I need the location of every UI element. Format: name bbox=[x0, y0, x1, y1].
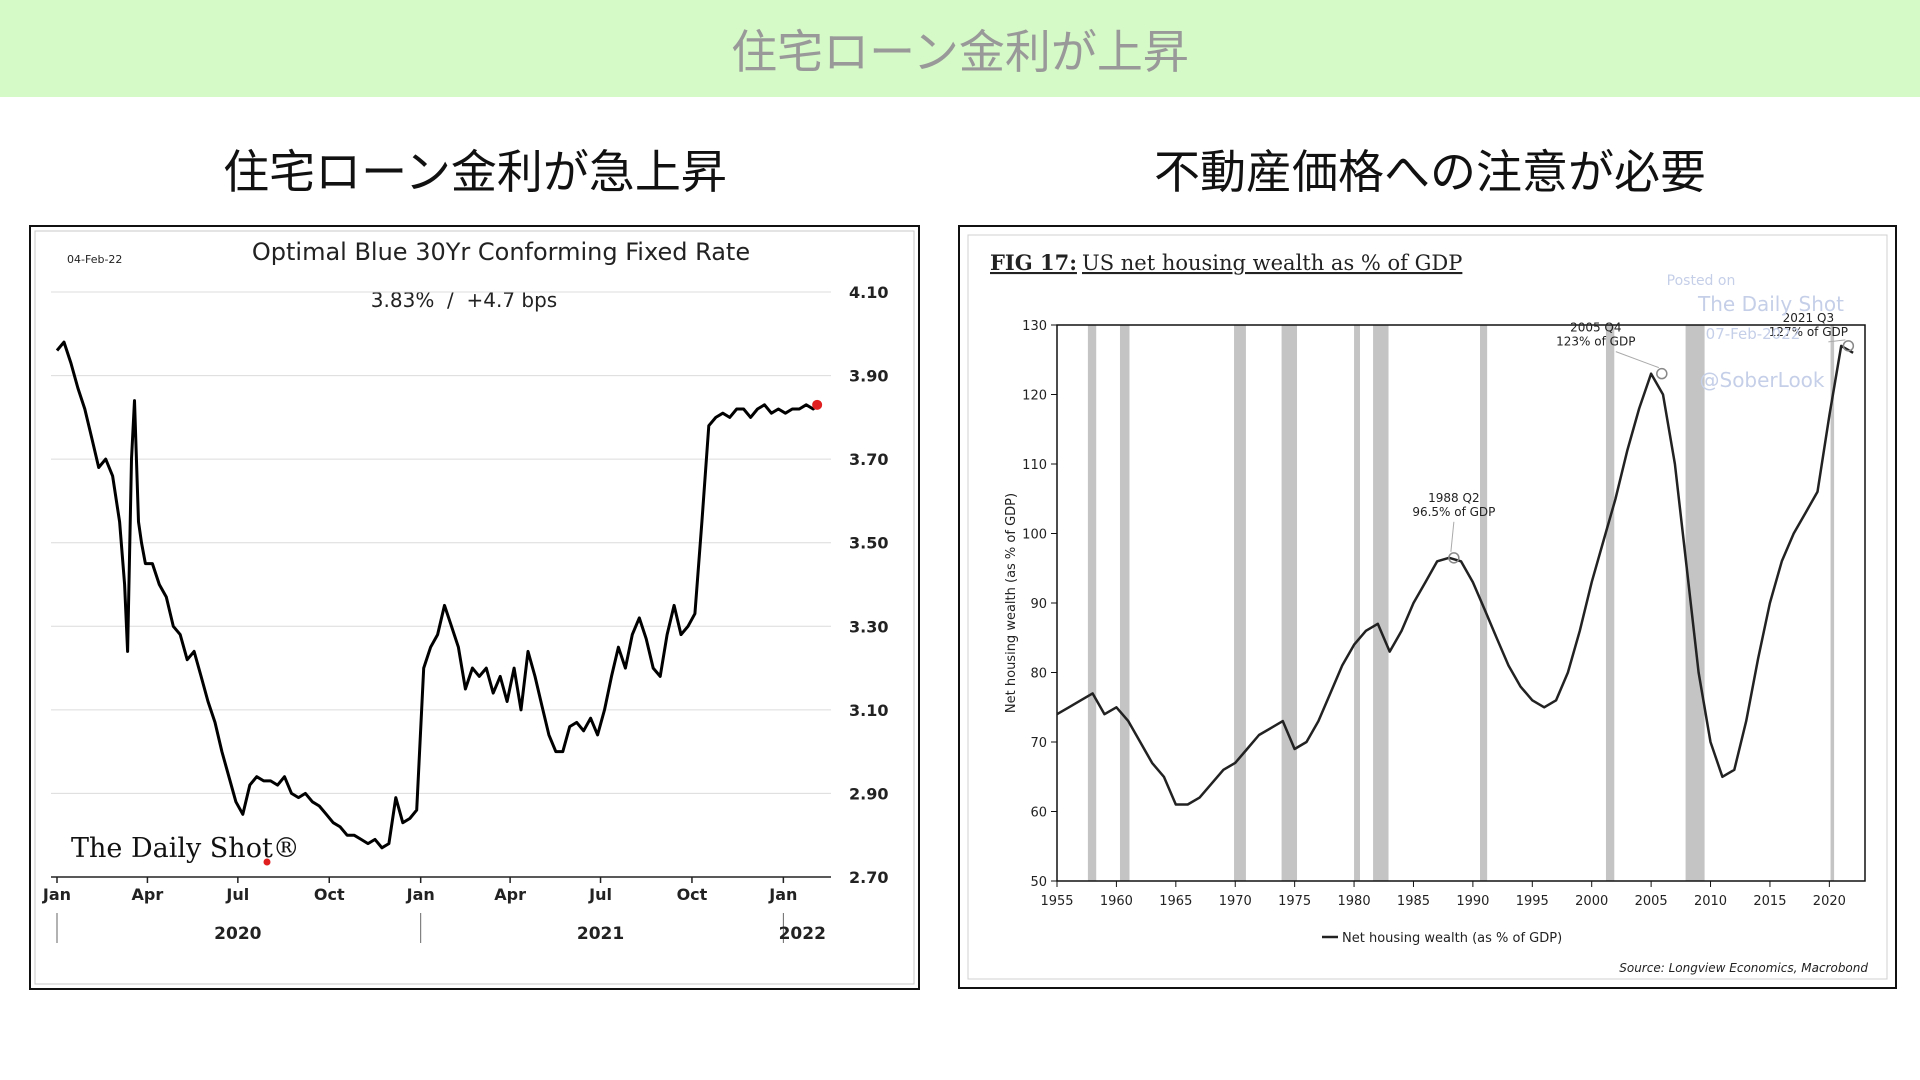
mortgage-rate-chart: 04-Feb-22 Optimal Blue 30Yr Conforming F… bbox=[34, 230, 915, 985]
chart2-source: Source: Longview Economics, Macrobond bbox=[1619, 961, 1868, 975]
left-panel-heading: 住宅ローン金利が急上昇 bbox=[223, 145, 727, 199]
chart2-x-tick-label: 1965 bbox=[1159, 894, 1192, 909]
chart2-recession-band bbox=[1119, 325, 1130, 881]
chart2-annotation-marker bbox=[1656, 367, 1668, 380]
chart1-year-label: 2020 bbox=[214, 924, 261, 944]
chart1-watermark: The Daily Shot® bbox=[71, 833, 300, 864]
chart1-x-tick-label: Oct bbox=[314, 885, 345, 904]
header-banner: 住宅ローン金利が上昇 bbox=[0, 0, 1920, 97]
chart2-x-tick-label: 2000 bbox=[1575, 894, 1608, 909]
chart2-y-axis-label: Net housing wealth (as % of GDP) bbox=[1004, 493, 1019, 713]
chart2-x-tick-label: 1985 bbox=[1397, 894, 1430, 909]
chart2-recession-band bbox=[1605, 325, 1615, 881]
housing-wealth-chart: FIG 17: US net housing wealth as % of GD… bbox=[967, 234, 1888, 980]
chart1-x-tick-label: Jan bbox=[768, 885, 797, 904]
chart2-recession-band bbox=[1480, 325, 1488, 881]
chart1-year-label: 2021 bbox=[577, 924, 624, 944]
chart2-inner-border bbox=[967, 234, 1888, 980]
chart2-x-tick-label: 1975 bbox=[1278, 894, 1311, 909]
chart1-date-label: 04-Feb-22 bbox=[67, 253, 122, 266]
chart1-y-tick-label: 3.70 bbox=[849, 450, 888, 469]
chart2-watermark-line-4: @SoberLook bbox=[1700, 368, 1825, 392]
chart2-x-tick-label: 2010 bbox=[1694, 894, 1727, 909]
chart2-watermark-line-2: The Daily Shot bbox=[1697, 292, 1844, 316]
chart2-annotation-label: 2005 Q4 bbox=[1570, 321, 1621, 335]
chart2-annotation-text: 123% of GDP bbox=[1556, 335, 1635, 349]
chart2-y-tick-label: 60 bbox=[1030, 806, 1047, 821]
chart2-legend-label: Net housing wealth (as % of GDP) bbox=[1342, 931, 1562, 946]
chart1-x-tick-label: Jan bbox=[42, 885, 71, 904]
chart1-x-tick-label: Oct bbox=[677, 885, 708, 904]
chart1-y-tick-label: 3.50 bbox=[849, 534, 888, 553]
chart2-annotation-text: 127% of GDP bbox=[1769, 325, 1848, 339]
chart1-y-tick-label: 2.70 bbox=[849, 868, 888, 887]
chart2-wealth-line bbox=[1056, 344, 1854, 806]
chart2-x-tick-label: 2015 bbox=[1753, 894, 1786, 909]
chart2-title-prefix: FIG 17: bbox=[990, 250, 1077, 275]
chart1-y-tick-label: 2.90 bbox=[849, 784, 888, 803]
chart1-y-tick-label: 3.90 bbox=[849, 367, 888, 386]
chart2-y-tick-label: 110 bbox=[1022, 458, 1047, 473]
chart1-rate-line bbox=[55, 340, 819, 850]
chart1-x-tick-label: Apr bbox=[494, 885, 526, 904]
chart2-x-tick-label: 2005 bbox=[1635, 894, 1668, 909]
chart2-annotation-marker bbox=[1448, 552, 1460, 564]
chart2-x-tick-label: 1960 bbox=[1100, 894, 1133, 909]
chart1-watermark-dot bbox=[263, 858, 271, 866]
chart2-plot-area bbox=[1056, 324, 1866, 882]
chart1-x-tick-label: Jul bbox=[225, 885, 249, 904]
right-panel-heading: 不動産価格への注意が必要 bbox=[1154, 145, 1706, 199]
chart2-x-tick-label: 1955 bbox=[1040, 894, 1073, 909]
chart2-watermark: Posted on The Daily Shot 07-Feb-2022 @So… bbox=[1667, 273, 1844, 392]
chart2-y-tick-label: 50 bbox=[1030, 875, 1047, 890]
chart2-x-tick-label: 1995 bbox=[1516, 894, 1549, 909]
chart2-y-tick-label: 120 bbox=[1022, 389, 1047, 404]
chart2-x-tick-label: 1970 bbox=[1219, 894, 1252, 909]
chart1-x-tick-label: Apr bbox=[132, 885, 164, 904]
chart2-y-tick-label: 130 bbox=[1022, 319, 1047, 334]
chart2-recession-band bbox=[1830, 325, 1835, 881]
chart2-recession-band bbox=[1087, 325, 1097, 881]
chart2-watermark-line-3: 07-Feb-2022 bbox=[1706, 325, 1801, 343]
chart2-recession-band bbox=[1234, 325, 1246, 881]
chart2-y-tick-label: 70 bbox=[1030, 736, 1047, 751]
housing-wealth-chart-frame: FIG 17: US net housing wealth as % of GD… bbox=[958, 225, 1897, 989]
chart1-year-label: 2022 bbox=[779, 924, 826, 944]
chart2-x-tick-label: 1980 bbox=[1338, 894, 1371, 909]
mortgage-rate-chart-frame: 04-Feb-22 Optimal Blue 30Yr Conforming F… bbox=[29, 225, 920, 990]
chart2-annotation-leader bbox=[1615, 351, 1659, 369]
chart1-y-tick-label: 3.10 bbox=[849, 701, 888, 720]
chart2-recession-band bbox=[1373, 325, 1389, 881]
chart1-y-tick-label: 4.10 bbox=[849, 283, 888, 302]
chart2-recession-band bbox=[1685, 325, 1705, 881]
chart1-x-tick-label: Jan bbox=[406, 885, 435, 904]
chart2-title: US net housing wealth as % of GDP bbox=[1082, 251, 1462, 275]
chart1-last-point bbox=[812, 399, 823, 410]
chart2-y-tick-label: 80 bbox=[1030, 667, 1047, 682]
chart2-annotation-leader bbox=[1450, 521, 1455, 552]
chart2-x-tick-label: 1990 bbox=[1456, 894, 1489, 909]
chart2-watermark-line-1: Posted on bbox=[1667, 273, 1736, 289]
chart1-inner-border bbox=[34, 230, 915, 985]
chart1-x-tick-label: Jul bbox=[588, 885, 612, 904]
chart2-annotation-label: 2021 Q3 bbox=[1783, 311, 1834, 325]
chart1-y-tick-label: 3.30 bbox=[849, 617, 888, 636]
chart2-annotation-leader bbox=[1828, 339, 1846, 343]
chart2-annotation-text: 96.5% of GDP bbox=[1412, 505, 1495, 519]
chart2-recession-band bbox=[1281, 325, 1298, 881]
chart2-annotation-label: 1988 Q2 bbox=[1428, 491, 1479, 505]
chart2-recession-band bbox=[1354, 325, 1360, 881]
chart1-title: Optimal Blue 30Yr Conforming Fixed Rate bbox=[252, 238, 750, 266]
chart2-x-tick-label: 2020 bbox=[1813, 894, 1846, 909]
chart2-y-tick-label: 100 bbox=[1022, 528, 1047, 543]
banner-title: 住宅ローン金利が上昇 bbox=[731, 25, 1189, 79]
chart2-annotation-marker bbox=[1842, 340, 1855, 352]
chart2-y-tick-label: 90 bbox=[1030, 597, 1047, 612]
